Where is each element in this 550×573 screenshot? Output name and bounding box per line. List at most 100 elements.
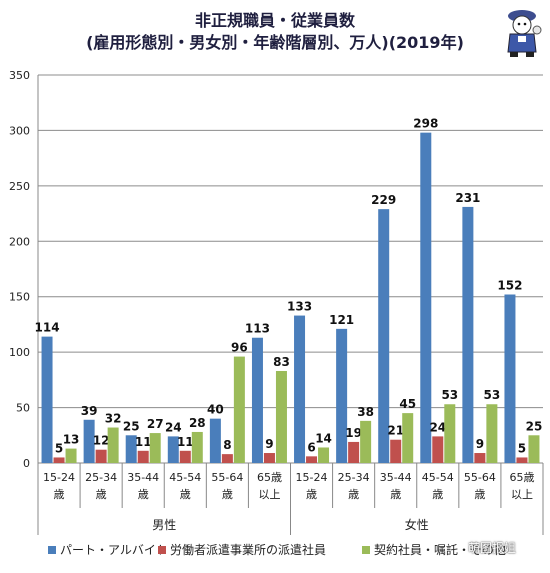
legend-swatch-green [362,545,370,554]
bar-part-time [41,336,53,463]
x-tick-label: 以上 [511,488,533,501]
bar-contract [191,431,203,463]
y-tick-label: 300 [9,124,30,137]
bar-dispatched [516,457,528,463]
plot-area [38,75,543,463]
bar-part-time [420,132,432,463]
data-label: 40 [207,403,224,417]
x-tick-label: 歳 [390,488,401,501]
legend-swatch-blue [48,545,56,554]
data-label: 152 [497,278,522,292]
x-tick-label: 55-64 [464,471,496,484]
x-tick-label: 35-44 [380,471,412,484]
group-label: 女性 [405,517,429,532]
data-label: 11 [135,435,152,449]
bar-dispatched [95,449,107,463]
data-label: 38 [357,405,374,419]
bar-contract [318,447,330,463]
y-tick-label: 100 [9,346,30,359]
bar-dispatched [390,439,402,463]
bar-dispatched [53,457,65,463]
watermark-text: 萌图报姐 [468,541,517,555]
x-tick-label: 35-44 [127,471,159,484]
x-tick-label: 以上 [258,488,280,501]
bar-part-time [251,337,263,463]
data-label: 6 [307,440,315,454]
bar-part-time [462,206,474,464]
data-label: 25 [123,419,140,433]
bar-dispatched [179,450,191,463]
bar-part-time [504,294,516,463]
data-label: 9 [265,437,273,451]
bar-part-time [378,209,390,463]
y-tick-label: 250 [9,180,30,193]
bar-contract [275,370,287,463]
x-tick-label: 歳 [306,488,317,501]
x-tick-label: 歳 [138,488,149,501]
legend-label-dispatched: 労働者派遣事業所の派遣社員 [170,543,327,557]
bar-contract [444,404,456,463]
x-tick-label: 歳 [474,488,485,501]
bar-part-time [125,435,137,463]
x-tick-label: 25-34 [85,471,117,484]
bar-part-time [83,419,95,463]
bar-dispatched [263,453,275,463]
x-tick-label: 25-34 [338,471,370,484]
bar-contract [107,427,119,463]
y-tick-label: 200 [9,235,30,248]
data-label: 25 [526,419,543,433]
data-label: 53 [441,388,458,402]
chart-title-line-1: 非正規職員・従業員数 [194,11,355,30]
data-label: 5 [518,441,526,455]
bar-dispatched [474,453,486,463]
data-label: 39 [81,404,98,418]
data-label: 27 [147,417,164,431]
mascot-icon [507,10,542,57]
data-label: 24 [165,420,182,434]
x-tick-label: 45-54 [169,471,201,484]
bar-dispatched [306,456,318,463]
chart-title: 非正規職員・従業員数 (雇用形態別・男女別・年齢階層別、万人)(2019年) [0,10,550,54]
legend-label-part-time: パート・アルバイト [60,543,168,557]
data-label: 83 [273,355,290,369]
legend-item-part-time: パート・アルバイト [48,541,168,558]
x-tick-label: 歳 [54,488,65,501]
data-label: 45 [399,397,416,411]
x-tick-label: 15-24 [296,471,328,484]
bar-contract [360,420,372,463]
legend-label-contract: 契約社員・嘱託・その他 [374,543,507,557]
data-label: 21 [387,424,404,438]
bar-dispatched [432,436,444,463]
data-label: 133 [287,300,312,314]
data-label: 19 [345,426,362,440]
y-tick-label: 50 [16,402,30,415]
x-tick-label: 歳 [432,488,443,501]
chart-title-line-2: (雇用形態別・男女別・年齢階層別、万人)(2019年) [86,33,464,52]
data-label: 28 [189,416,206,430]
y-tick-label: 350 [9,69,30,82]
x-tick-label: 55-64 [211,471,243,484]
x-tick-label: 歳 [348,488,359,501]
x-tick-label: 15-24 [43,471,75,484]
bar-part-time [209,418,221,463]
bar-dispatched [348,441,360,463]
bar-part-time [167,436,179,463]
x-tick-label: 65歳 [257,471,282,484]
x-tick-label: 65歳 [509,471,534,484]
x-tick-label: 歳 [180,488,191,501]
data-label: 11 [177,435,194,449]
data-label: 114 [35,321,60,335]
data-label: 53 [484,388,501,402]
data-label: 121 [329,313,354,327]
data-label: 12 [93,434,110,448]
y-tick-label: 0 [23,457,30,470]
data-label: 32 [105,412,122,426]
data-label: 8 [223,438,231,452]
legend-item-contract: 契約社員・嘱託・その他 [362,541,506,558]
bar-part-time [336,328,348,463]
data-label: 24 [429,420,446,434]
x-tick-label: 歳 [222,488,233,501]
data-label: 231 [455,191,480,205]
bar-dispatched [137,450,149,463]
